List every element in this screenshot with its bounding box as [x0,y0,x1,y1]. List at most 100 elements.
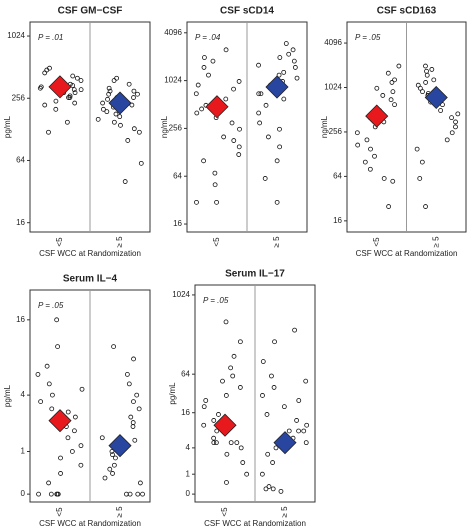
data-point [260,359,266,364]
x-axis-label: CSF WCC at Randomization [39,249,141,258]
data-point [438,108,444,113]
data-point [429,67,435,72]
data-point [296,398,302,403]
data-point [213,440,219,446]
data-point [48,491,54,497]
data-point [294,75,300,81]
data-point [106,85,112,91]
data-point [224,451,230,457]
data-point [49,406,55,412]
data-point [388,97,394,103]
data-point [69,449,75,454]
y-axis-label: pg/mL [3,115,12,138]
data-point [214,428,220,434]
data-point [453,124,458,130]
data-point [113,455,118,461]
data-point [54,317,60,323]
data-point [210,58,216,64]
data-point [214,199,219,205]
data-point [135,491,141,497]
data-point [304,422,310,428]
x-tick-label: <5 [220,507,229,517]
y-tick-label: 4 [21,390,26,399]
data-point [256,91,262,97]
x-tick-label: ≥ 5 [115,236,124,248]
data-point [263,486,269,492]
y-tick-label: 16 [333,216,342,225]
data-point [270,486,276,492]
data-point [206,72,211,78]
y-tick-label: 4 [186,443,191,452]
data-point [396,63,402,69]
data-point [111,462,117,468]
data-point [455,111,461,117]
data-point [72,414,78,420]
data-point [390,89,396,95]
data-point [236,152,242,157]
data-point [290,47,296,53]
data-point [79,386,85,392]
data-point [238,445,244,451]
data-point [449,115,454,121]
data-point [131,399,136,404]
panel-title: CSF sCD14 [220,6,274,17]
data-point [114,75,120,81]
data-point [420,89,425,95]
data-point [236,144,242,150]
data-point [126,81,132,87]
data-point [100,100,106,106]
data-point [281,69,287,75]
panel-title: Serum IL−4 [63,274,118,285]
data-point [237,126,242,132]
data-point [216,412,221,417]
y-axis-label: ng/mL [320,115,329,138]
data-point [368,146,373,152]
data-point [274,158,280,164]
data-point [132,437,138,443]
data-point [113,111,119,117]
y-tick-label: 0 [21,489,26,498]
data-point [228,365,234,371]
data-point [58,455,63,461]
y-tick-label: 1024 [164,76,182,85]
data-point [101,106,106,112]
data-point [67,93,73,99]
data-point [386,204,392,209]
data-point [414,146,420,152]
data-point [263,102,269,108]
x-tick-label: <5 [55,507,64,517]
data-point [138,160,144,166]
data-point [257,120,263,126]
data-point [211,435,217,441]
data-point [74,75,80,81]
data-point [130,420,136,425]
y-axis-label: ng/mL [160,115,169,138]
data-point [106,91,112,97]
data-point [78,462,84,468]
data-point [201,158,206,164]
data-point [53,98,59,104]
mean-diamond [48,75,72,99]
data-point [262,176,268,181]
data-point [244,471,250,477]
data-point [281,96,287,102]
data-point [136,129,142,135]
data-point [134,392,140,398]
data-point [102,475,108,481]
data-point [423,63,428,69]
data-point [111,78,117,83]
data-point [110,452,115,458]
data-point [423,204,428,209]
data-point [303,378,309,384]
data-point [266,484,272,489]
x-axis-label: CSF WCC at Randomization [39,519,141,526]
data-point [122,179,128,184]
data-point [201,404,207,410]
data-point [127,491,133,497]
data-point [35,372,41,377]
x-tick-label: <5 [212,237,221,247]
data-point [220,378,225,384]
data-point [223,319,229,325]
data-point [274,199,280,205]
data-point [202,55,207,60]
